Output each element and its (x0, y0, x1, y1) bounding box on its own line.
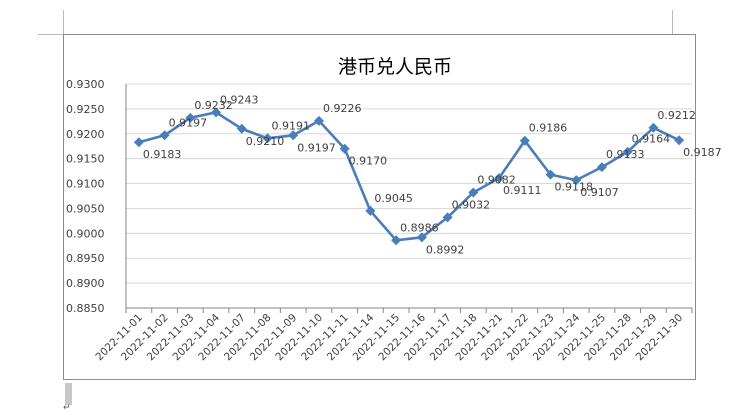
data-label: 0.9118 (555, 181, 594, 194)
data-point-marker (313, 115, 324, 126)
data-point-marker (391, 235, 402, 246)
data-point-marker (416, 232, 427, 243)
gridlines (126, 83, 692, 309)
data-label: 0.9243 (220, 93, 259, 106)
page-corner-mark-right-vertical (672, 10, 673, 34)
y-tick-label: 0.9300 (66, 78, 105, 91)
y-tick-label: 0.9200 (66, 128, 105, 141)
data-point-marker (288, 130, 299, 141)
data-point-marker (159, 130, 170, 141)
y-tick-label: 0.8900 (66, 277, 105, 290)
paragraph-mark: ↵ (63, 403, 71, 413)
data-label: 0.8992 (426, 243, 465, 256)
data-point-marker (494, 173, 505, 184)
data-point-marker (648, 122, 659, 133)
data-point-marker (622, 146, 633, 157)
data-label: 0.9186 (529, 122, 568, 135)
data-label: 0.9133 (606, 148, 645, 161)
data-point-marker (185, 112, 196, 123)
data-label: 0.9111 (503, 184, 541, 197)
chart-title: 港币兑人民币 (338, 56, 452, 78)
y-tick-label: 0.9100 (66, 178, 105, 191)
page-corner-mark-left-horizontal (38, 34, 63, 35)
data-point-marker (571, 175, 582, 186)
data-label: 0.9082 (477, 174, 516, 187)
data-point-marker (211, 107, 222, 118)
series-line (138, 111, 680, 242)
data-point-marker (442, 212, 453, 223)
data-label: 0.9226 (323, 102, 362, 115)
text-cursor-block (65, 383, 72, 405)
data-label: 0.9187 (683, 146, 722, 159)
data-label: 0.9232 (194, 99, 233, 112)
data-point-marker (133, 137, 144, 148)
data-label: 0.9170 (349, 155, 388, 168)
x-axis-tick-labels: 2022-11-012022-11-022022-11-032022-11-04… (93, 311, 685, 363)
data-point-marker (339, 143, 350, 154)
page-corner-mark-left-vertical (63, 10, 64, 34)
y-axis-tick-labels: 0.9300 0.9250 0.9200 0.9150 0.9100 0.9050 0.90… (66, 78, 105, 315)
data-point-marker (236, 123, 247, 134)
data-label: 0.9210 (246, 135, 284, 148)
data-label: 0.9107 (580, 186, 619, 199)
data-label: 0.9197 (297, 141, 336, 154)
data-label: 0.9197 (169, 116, 208, 129)
data-label: 0.9212 (657, 109, 696, 122)
data-label: 0.9045 (374, 192, 413, 205)
y-tick-label: 0.8850 (66, 302, 105, 315)
y-tick-label: 0.8950 (66, 252, 105, 265)
data-label: 0.9191 (272, 119, 311, 132)
data-point-marker (519, 135, 530, 146)
y-tick-label: 0.9050 (66, 202, 105, 215)
data-label: 0.9164 (632, 133, 671, 146)
y-tick-label: 0.9000 (66, 227, 105, 240)
series-markers (133, 107, 685, 246)
data-point-marker (674, 135, 685, 146)
data-label: 0.9032 (452, 198, 491, 211)
axes (125, 84, 693, 313)
data-point-marker (596, 162, 607, 173)
data-label: 0.8986 (400, 221, 439, 234)
chart-frame[interactable] (63, 34, 696, 380)
y-tick-label: 0.9150 (66, 153, 105, 166)
data-point-marker (545, 169, 556, 180)
series-line-layer (138, 111, 680, 242)
y-tick-label: 0.9250 (66, 103, 105, 116)
data-point-marker (468, 187, 479, 198)
data-point-marker (365, 205, 376, 216)
data-point-marker (262, 133, 273, 144)
data-label: 0.9183 (143, 148, 182, 161)
